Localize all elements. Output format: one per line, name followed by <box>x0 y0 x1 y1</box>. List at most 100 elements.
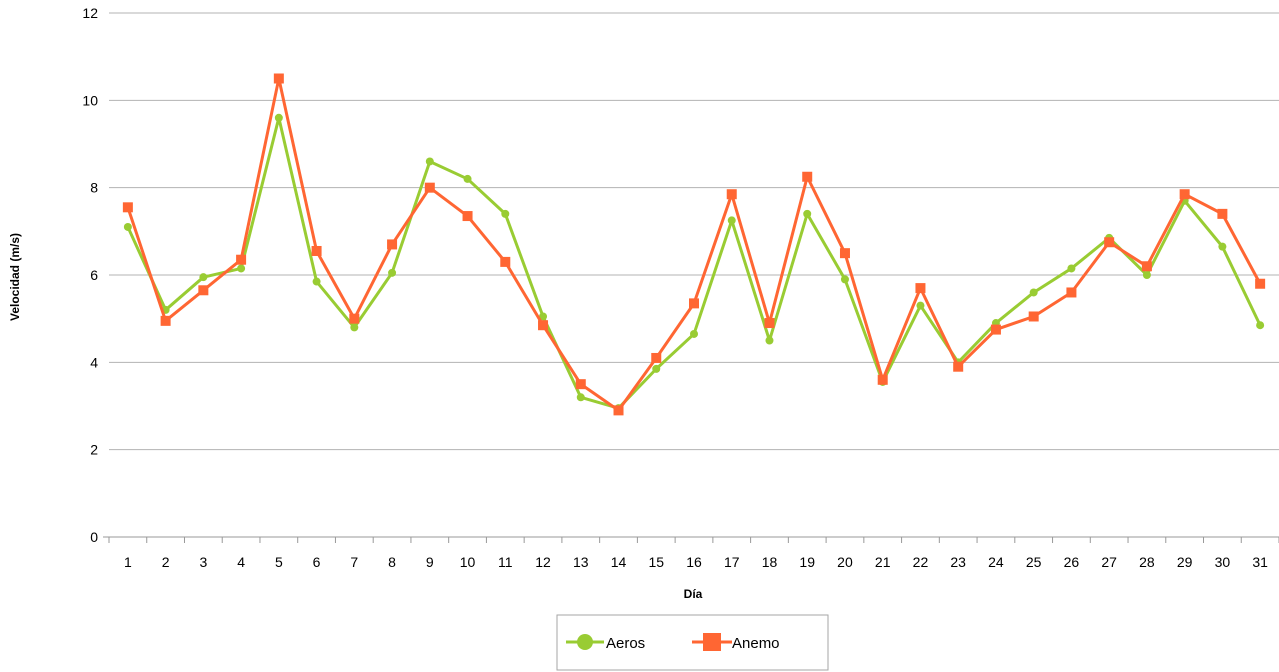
axis-labels: Velocidad (m/s) Día <box>8 233 703 601</box>
legend-anemo-marker <box>703 633 721 651</box>
data-point <box>1217 208 1228 219</box>
data-point <box>576 393 585 402</box>
data-point <box>1142 271 1151 279</box>
x-tick-label: 19 <box>799 554 815 570</box>
x-tick-label: 2 <box>162 554 170 570</box>
data-point <box>651 352 662 363</box>
x-tick-label: 17 <box>724 554 740 570</box>
data-point <box>237 264 246 273</box>
x-tick-label: 5 <box>275 554 283 570</box>
y-axis-title: Velocidad (m/s) <box>8 233 22 321</box>
data-point <box>1029 288 1038 297</box>
y-tick-label: 4 <box>90 354 98 370</box>
data-point <box>916 301 925 310</box>
x-tick-label: 4 <box>237 554 245 570</box>
data-point <box>1028 311 1039 322</box>
data-point <box>1141 261 1152 272</box>
x-tick-label: 12 <box>535 554 551 570</box>
series-line-anemo <box>126 77 1262 412</box>
x-tick-label: 3 <box>199 554 207 570</box>
data-point <box>803 209 812 218</box>
y-tick-label: 10 <box>82 92 98 108</box>
series-lines <box>122 73 1266 416</box>
data-point <box>311 245 322 256</box>
data-point <box>1255 278 1266 289</box>
data-point <box>802 171 813 182</box>
data-point <box>388 268 397 277</box>
y-tick-label: 8 <box>90 180 98 196</box>
data-point <box>990 324 1001 335</box>
data-point <box>839 248 850 259</box>
data-point <box>689 298 699 309</box>
x-tick-label: 15 <box>648 554 664 570</box>
data-point <box>652 364 661 373</box>
data-point <box>312 277 321 286</box>
legend: Aeros Anemo <box>556 614 829 671</box>
x-tick-label: 14 <box>611 554 627 570</box>
data-point <box>613 405 624 416</box>
x-tick-label: 29 <box>1177 554 1193 570</box>
x-tick-label: 7 <box>350 554 358 570</box>
data-point <box>349 313 360 324</box>
data-point <box>273 73 284 84</box>
y-tick-label: 6 <box>90 267 98 283</box>
x-tick-label: 10 <box>460 554 476 570</box>
data-point <box>387 239 398 250</box>
data-point <box>199 273 208 282</box>
data-point <box>915 283 926 294</box>
y-tick-label: 0 <box>90 529 98 545</box>
series-anemo <box>122 73 1266 416</box>
data-point <box>1256 321 1265 330</box>
x-tick-label: 28 <box>1139 554 1155 570</box>
data-point <box>236 254 247 265</box>
legend-aeros-label: Aeros <box>606 635 645 652</box>
data-point <box>463 174 472 183</box>
data-point <box>726 189 737 200</box>
data-point <box>425 157 434 166</box>
x-tick-label: 21 <box>875 554 891 570</box>
data-point <box>500 256 511 267</box>
data-point <box>877 374 888 385</box>
x-tick-label: 1 <box>124 554 132 570</box>
x-tick-label: 22 <box>913 554 929 570</box>
data-point <box>350 323 359 332</box>
x-tick-label: 8 <box>388 554 396 570</box>
x-tick-label: 9 <box>426 554 434 570</box>
data-point <box>501 209 510 218</box>
data-point <box>840 275 849 284</box>
data-point <box>462 211 473 222</box>
data-point <box>538 320 549 331</box>
data-point <box>764 318 775 329</box>
data-point <box>575 379 586 390</box>
x-tick-label: 20 <box>837 554 853 570</box>
x-tick-label: 25 <box>1026 554 1042 570</box>
x-tick-label: 24 <box>988 554 1004 570</box>
x-tick-label: 11 <box>498 554 513 570</box>
y-tick-label: 12 <box>82 5 98 21</box>
data-point <box>122 202 133 213</box>
x-tick-label: 13 <box>573 554 589 570</box>
data-point <box>539 312 548 321</box>
data-point <box>727 216 736 225</box>
data-point <box>1218 242 1227 251</box>
x-tick-label: 30 <box>1215 554 1231 570</box>
data-point <box>1067 264 1076 273</box>
legend-aeros-marker <box>577 634 593 650</box>
x-tick-label: 16 <box>686 554 702 570</box>
data-point <box>274 113 283 122</box>
x-tick-label: 6 <box>313 554 321 570</box>
y-tick-label: 2 <box>90 442 98 458</box>
x-axis-title: Día <box>684 587 703 601</box>
x-tick-label: 23 <box>950 554 966 570</box>
data-point <box>1104 237 1115 248</box>
data-point <box>953 361 964 372</box>
data-point <box>198 285 209 296</box>
legend-anemo-label: Anemo <box>732 635 780 652</box>
x-tick-label: 18 <box>762 554 778 570</box>
data-point <box>1179 189 1190 200</box>
x-tick-label: 31 <box>1252 554 1268 570</box>
data-point <box>765 336 774 345</box>
